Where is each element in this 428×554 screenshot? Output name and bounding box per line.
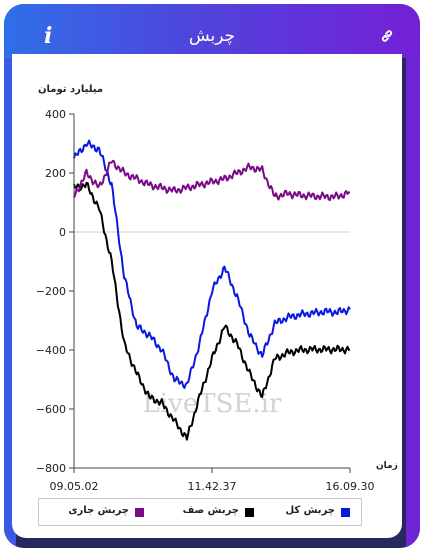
y-tick-label: −200 (36, 285, 66, 298)
legend-item-total[interactable]: چربش کل (267, 505, 353, 521)
y-axis-label: میلیارد تومان (38, 84, 104, 95)
y-tick-label: −600 (36, 403, 66, 416)
legend-item-current[interactable]: چربش جاری (47, 505, 147, 521)
x-tick-label: 09.05.02 (50, 480, 99, 493)
legend-item-queue[interactable]: چربش صف (157, 505, 257, 521)
series-line-2 (73, 159, 351, 202)
y-tick-label: 0 (59, 226, 66, 239)
link-icon[interactable] (380, 28, 394, 47)
chart-panel (12, 54, 402, 538)
series-line-0 (73, 139, 351, 389)
line-chart: LiveTSE.ir −800 −600 −400 −200 0 200 400 09.05.0… (36, 108, 375, 493)
legend-swatch-queue (245, 508, 254, 517)
link-icon-glyph (381, 30, 393, 42)
y-tick-label: 400 (45, 108, 66, 121)
x-tick-label: 11.42.37 (188, 480, 237, 493)
legend-swatch-current (135, 508, 144, 517)
series-line-1 (73, 181, 351, 441)
y-tick-label: −800 (36, 462, 66, 475)
chart-legend: چربش کل چربش صف چربش جاری (38, 498, 362, 526)
watermark: LiveTSE.ir (143, 389, 282, 419)
legend-swatch-total (341, 508, 350, 517)
y-tick-label: 200 (45, 167, 66, 180)
header-bar: i چربش (4, 4, 420, 58)
page-title: چربش (188, 26, 236, 46)
x-tick-label: 16.09.30 (326, 480, 375, 493)
x-axis-label: زمان (376, 461, 398, 471)
legend-label-total: چربش کل (285, 505, 335, 516)
y-tick-label: −400 (36, 344, 66, 357)
side-gradient-right (406, 58, 420, 548)
legend-label-queue: چربش صف (182, 505, 239, 516)
info-icon[interactable]: i (44, 23, 53, 49)
legend-label-current: چربش جاری (68, 505, 129, 516)
